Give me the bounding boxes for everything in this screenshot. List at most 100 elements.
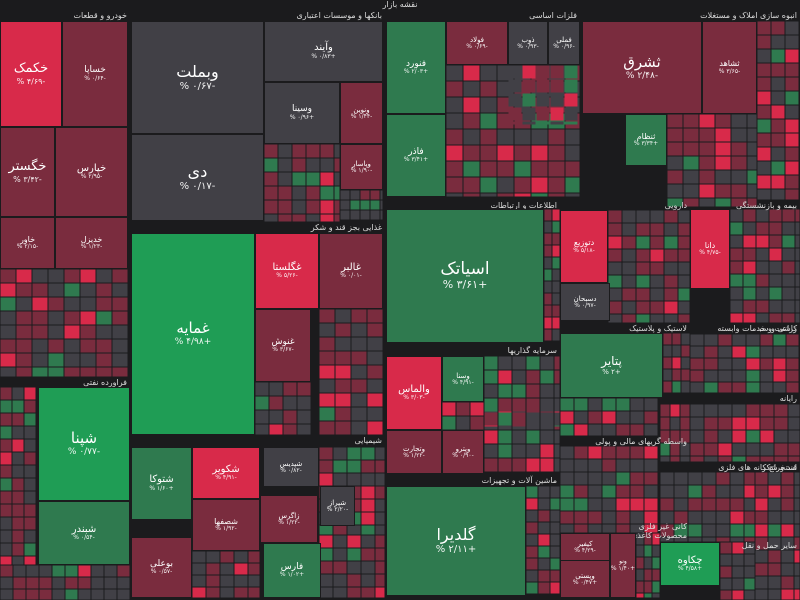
- minor-stock-tile[interactable]: [757, 175, 771, 189]
- minor-stock-tile[interactable]: [463, 65, 480, 81]
- minor-stock-tile[interactable]: [64, 339, 80, 353]
- minor-stock-tile[interactable]: [463, 177, 480, 193]
- minor-stock-tile[interactable]: [367, 337, 383, 351]
- minor-stock-tile[interactable]: [550, 486, 560, 498]
- minor-stock-tile[interactable]: [644, 485, 658, 498]
- minor-stock-tile[interactable]: [731, 128, 747, 142]
- minor-stock-tile[interactable]: [672, 381, 681, 393]
- minor-stock-tile[interactable]: [602, 524, 616, 533]
- minor-stock-tile[interactable]: [248, 551, 260, 563]
- stock-tile[interactable]: ثنظام +۳/۳۴ %: [625, 114, 667, 166]
- minor-stock-tile[interactable]: [718, 443, 732, 456]
- minor-stock-tile[interactable]: [630, 472, 644, 485]
- minor-stock-tile[interactable]: [704, 358, 718, 370]
- minor-stock-tile[interactable]: [667, 198, 683, 207]
- minor-stock-tile[interactable]: [630, 424, 644, 436]
- minor-stock-tile[interactable]: [699, 142, 715, 156]
- minor-stock-tile[interactable]: [732, 578, 744, 590]
- minor-stock-tile[interactable]: [0, 504, 12, 517]
- minor-stock-tile[interactable]: [616, 524, 630, 533]
- stock-tile[interactable]: والماس -۳/۰۳ %: [386, 356, 442, 430]
- minor-stock-tile[interactable]: [795, 209, 800, 222]
- minor-stock-tile[interactable]: [746, 346, 760, 358]
- minor-stock-tile[interactable]: [732, 382, 746, 393]
- minor-stock-tile[interactable]: [731, 142, 747, 156]
- minor-stock-tile[interactable]: [785, 77, 799, 91]
- minor-stock-tile[interactable]: [375, 512, 385, 525]
- minor-stock-tile[interactable]: [16, 325, 32, 339]
- minor-stock-tile[interactable]: [367, 393, 383, 407]
- minor-stock-tile[interactable]: [732, 358, 746, 370]
- minor-stock-tile[interactable]: [715, 184, 731, 198]
- minor-stock-tile[interactable]: [786, 370, 799, 382]
- minor-stock-tile[interactable]: [560, 411, 574, 424]
- minor-stock-tile[interactable]: [351, 337, 367, 351]
- minor-stock-tile[interactable]: [588, 498, 602, 511]
- minor-stock-tile[interactable]: [636, 210, 650, 223]
- minor-stock-tile[interactable]: [690, 430, 704, 443]
- minor-stock-tile[interactable]: [192, 551, 206, 563]
- stock-tile[interactable]: دی -۰/۱۷ %: [131, 134, 264, 221]
- minor-stock-tile[interactable]: [360, 190, 370, 200]
- minor-stock-tile[interactable]: [335, 393, 351, 407]
- minor-stock-tile[interactable]: [688, 524, 702, 537]
- minor-stock-tile[interactable]: [769, 261, 782, 274]
- minor-stock-tile[interactable]: [565, 129, 580, 145]
- minor-stock-tile[interactable]: [771, 161, 785, 175]
- minor-stock-tile[interactable]: [702, 511, 716, 524]
- minor-stock-tile[interactable]: [526, 570, 538, 582]
- minor-stock-tile[interactable]: [264, 172, 278, 186]
- minor-stock-tile[interactable]: [269, 424, 283, 435]
- minor-stock-tile[interactable]: [560, 472, 574, 485]
- minor-stock-tile[interactable]: [773, 358, 786, 370]
- minor-stock-tile[interactable]: [757, 105, 771, 119]
- stock-tile[interactable]: وپترو -۰/۹۰ %: [442, 430, 484, 474]
- minor-stock-tile[interactable]: [667, 114, 683, 128]
- minor-stock-tile[interactable]: [292, 144, 306, 158]
- minor-stock-tile[interactable]: [608, 275, 622, 288]
- minor-stock-tile[interactable]: [715, 170, 731, 184]
- minor-stock-tile[interactable]: [32, 297, 48, 311]
- minor-stock-tile[interactable]: [32, 325, 48, 339]
- minor-stock-tile[interactable]: [531, 193, 548, 197]
- minor-stock-tile[interactable]: [367, 365, 383, 379]
- minor-stock-tile[interactable]: [652, 557, 660, 569]
- minor-stock-tile[interactable]: [774, 430, 788, 443]
- minor-stock-tile[interactable]: [306, 172, 320, 186]
- minor-stock-tile[interactable]: [540, 444, 554, 458]
- minor-stock-tile[interactable]: [526, 458, 540, 472]
- minor-stock-tile[interactable]: [674, 524, 688, 537]
- minor-stock-tile[interactable]: [743, 222, 756, 235]
- minor-stock-tile[interactable]: [554, 444, 560, 458]
- minor-stock-tile[interactable]: [616, 459, 630, 472]
- minor-stock-tile[interactable]: [117, 577, 130, 589]
- minor-stock-tile[interactable]: [622, 223, 636, 236]
- minor-stock-tile[interactable]: [644, 472, 658, 485]
- minor-stock-tile[interactable]: [526, 546, 538, 558]
- minor-stock-tile[interactable]: [652, 533, 660, 545]
- minor-stock-tile[interactable]: [690, 456, 704, 462]
- minor-stock-tile[interactable]: [663, 333, 672, 345]
- minor-stock-tile[interactable]: [12, 543, 24, 556]
- minor-stock-tile[interactable]: [91, 565, 104, 577]
- minor-stock-tile[interactable]: [446, 161, 463, 177]
- minor-stock-tile[interactable]: [536, 121, 550, 125]
- minor-stock-tile[interactable]: [554, 356, 560, 370]
- minor-stock-tile[interactable]: [746, 430, 760, 443]
- minor-stock-tile[interactable]: [650, 314, 664, 323]
- minor-stock-tile[interactable]: [768, 511, 781, 524]
- minor-stock-tile[interactable]: [512, 370, 526, 384]
- minor-stock-tile[interactable]: [319, 574, 333, 587]
- minor-stock-tile[interactable]: [622, 249, 636, 262]
- minor-stock-tile[interactable]: [351, 421, 367, 435]
- minor-stock-tile[interactable]: [206, 551, 220, 563]
- minor-stock-tile[interactable]: [16, 367, 32, 377]
- minor-stock-tile[interactable]: [39, 565, 52, 577]
- minor-stock-tile[interactable]: [785, 35, 799, 49]
- minor-stock-tile[interactable]: [664, 288, 678, 301]
- minor-stock-tile[interactable]: [560, 459, 574, 472]
- minor-stock-tile[interactable]: [644, 424, 658, 436]
- minor-stock-tile[interactable]: [630, 446, 644, 459]
- minor-stock-tile[interactable]: [334, 200, 340, 214]
- minor-stock-tile[interactable]: [375, 574, 385, 587]
